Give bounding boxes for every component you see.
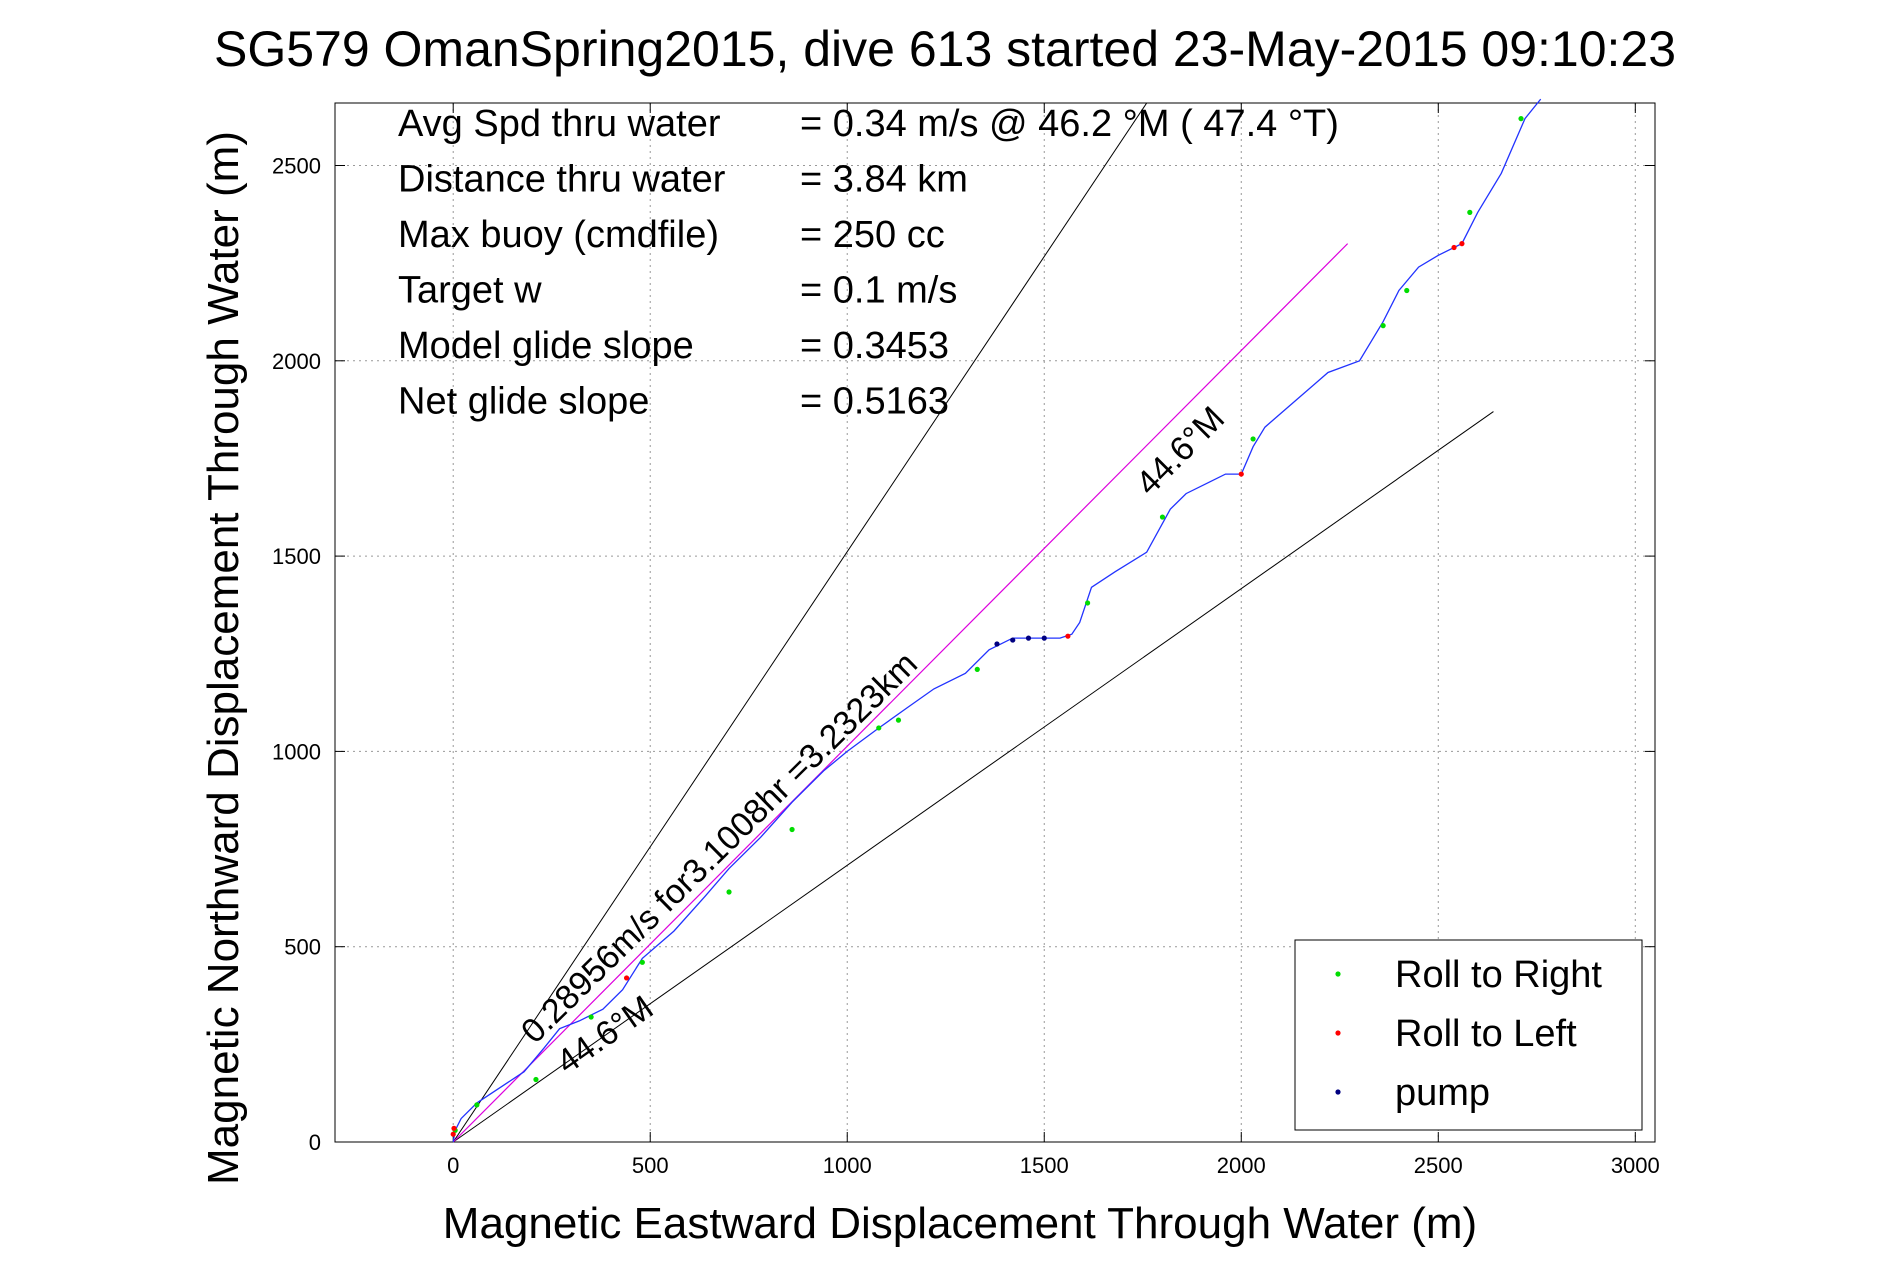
x-axis-label: Magnetic Eastward Displacement Through W…: [443, 1199, 1477, 1248]
legend-label: Roll to Left: [1395, 1013, 1577, 1055]
current-annotation: 0.28956m/s for3.1008hr =3.2323km: [514, 645, 925, 1051]
roll-right-point: [474, 1102, 480, 1108]
roll-right-point: [639, 959, 645, 965]
legend: Roll to Right Roll to Left pump: [1294, 939, 1643, 1131]
roll-left-point: [450, 1131, 456, 1137]
roll-right-point: [533, 1076, 539, 1083]
annotations: 0.28956m/s for3.1008hr =3.2323km44.6°M44…: [514, 399, 1232, 1081]
roll-right-point: [726, 889, 732, 895]
plot-frame: [334, 102, 1656, 1143]
y-tick-label: 1500: [272, 544, 321, 569]
x-tick-label: 500: [632, 1153, 669, 1178]
pump-point: [1041, 635, 1047, 641]
pump-point: [1010, 637, 1016, 643]
roll-right-point: [895, 717, 902, 723]
stat-label: Model glide slope: [398, 325, 694, 367]
roll-left-point: [1451, 244, 1457, 251]
x-tick-label: 2000: [1217, 1153, 1266, 1178]
legend-marker: [1335, 971, 1341, 977]
legend-label: Roll to Right: [1395, 954, 1602, 996]
roll-right-point: [1250, 436, 1256, 442]
roll-right-point: [789, 826, 795, 833]
stats-block: Avg Spd thru water = 0.34 m/s @ 46.2 °M (…: [398, 103, 1339, 423]
data-marks: [450, 98, 1542, 1143]
stat-label: Distance thru water: [398, 159, 726, 201]
axis-ticks: 0 500 1000 1500 2000 2500 3000 0 500 1000 1500 2000…: [272, 103, 1660, 1178]
roll-left-point: [623, 975, 630, 981]
current-vector-line: [452, 243, 1349, 1143]
roll-right-point: [1467, 209, 1473, 215]
roll-left-point: [451, 1125, 457, 1131]
stat-label: Target w: [398, 270, 542, 312]
stat-value: = 3.84 km: [800, 159, 968, 201]
stat-value: = 0.34 m/s @ 46.2 °M ( 47.4 °T): [800, 103, 1339, 145]
x-tick-label: 3000: [1611, 1153, 1660, 1178]
y-tick-label: 2000: [272, 349, 321, 374]
heading-limit-line: [452, 102, 1148, 1143]
stat-value: = 0.3453: [800, 325, 949, 367]
roll-right-point: [876, 725, 882, 731]
stat-label: Max buoy (cmdfile): [398, 214, 719, 256]
stat-label: Avg Spd thru water: [398, 103, 721, 145]
roll-left-point: [1238, 471, 1244, 477]
glider-track-line: [452, 98, 1542, 1143]
y-tick-label: 0: [309, 1130, 321, 1155]
roll-left-point: [1065, 633, 1071, 639]
x-tick-label: 0: [447, 1153, 459, 1178]
x-tick-label: 2500: [1414, 1153, 1463, 1178]
pump-point: [994, 641, 1000, 647]
heading-high-annotation: 44.6°M: [1129, 399, 1232, 502]
y-axis-label: Magnetic Northward Displacement Through …: [199, 131, 248, 1185]
y-tick-label: 500: [284, 935, 321, 960]
stat-value: = 0.5163: [800, 381, 949, 423]
stat-label: Net glide slope: [398, 381, 649, 423]
x-tick-label: 1500: [1020, 1153, 1069, 1178]
roll-right-point: [1159, 514, 1166, 520]
legend-marker: [1335, 1030, 1341, 1036]
pump-point: [1025, 635, 1032, 641]
stat-value: = 0.1 m/s: [800, 270, 957, 312]
roll-right-point: [974, 666, 980, 672]
roll-right-point: [1380, 323, 1386, 329]
roll-right-point: [1404, 287, 1410, 294]
stat-value: = 250 cc: [800, 214, 945, 256]
roll-left-point: [1459, 241, 1465, 247]
chart-title: SG579 OmanSpring2015, dive 613 started 2…: [214, 21, 1676, 77]
y-tick-label: 1000: [272, 739, 321, 764]
roll-right-point: [588, 1014, 594, 1020]
legend-box: [1294, 939, 1643, 1131]
y-tick-label: 2500: [272, 153, 321, 178]
legend-marker: [1335, 1089, 1341, 1095]
roll-right-point: [1518, 116, 1524, 122]
x-tick-label: 1000: [823, 1153, 872, 1178]
legend-label: pump: [1395, 1072, 1490, 1114]
roll-right-point: [1084, 600, 1091, 606]
heading-limit-line: [452, 411, 1494, 1143]
